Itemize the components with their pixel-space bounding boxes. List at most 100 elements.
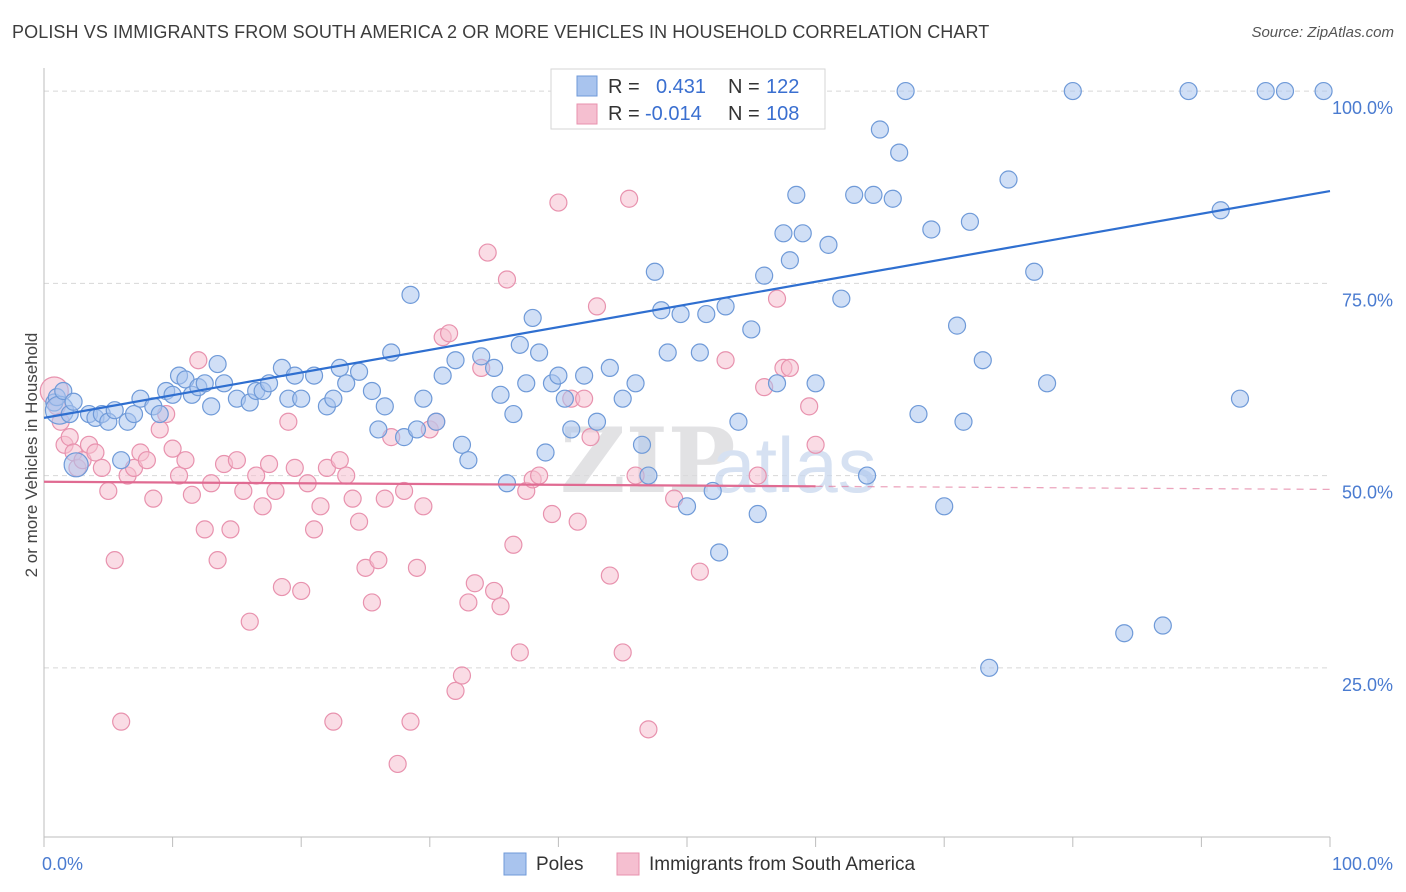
immigrants-point [240, 612, 259, 631]
immigrants-point [234, 481, 253, 501]
poles-point [401, 285, 420, 304]
poles-point [748, 504, 767, 524]
poles-point [349, 362, 369, 381]
poles-point [1115, 624, 1134, 643]
immigrants-point [748, 466, 767, 485]
immigrants-point [99, 481, 118, 501]
source-label: Source: ZipAtlas.com [1251, 24, 1394, 41]
immigrants-point [690, 562, 709, 581]
immigrants-point [575, 389, 594, 408]
poles-point [446, 351, 465, 370]
legend-immigrants-n-label: N = [728, 103, 760, 125]
poles-point [819, 235, 838, 254]
poles-point [1230, 389, 1250, 408]
legend-poles-n-value: 122 [766, 76, 799, 98]
immigrants-point [587, 297, 607, 316]
poles-point [202, 397, 221, 416]
poles-point [870, 120, 890, 139]
poles-point [587, 412, 607, 431]
immigrants-point [613, 643, 632, 662]
immigrants-point [362, 593, 382, 612]
y-axis-title: 2 or more Vehicles in Household [22, 333, 41, 578]
immigrants-point [60, 428, 79, 447]
immigrants-point [491, 597, 510, 616]
poles-point [774, 224, 793, 243]
immigrants-point [542, 504, 562, 524]
y-axis-label: 2 or more Vehicles in Household [22, 333, 41, 578]
watermark: ZIP atlas [560, 408, 877, 514]
poles-point [645, 262, 664, 281]
y-tick-label-3: 100.0% [1332, 98, 1393, 118]
immigrants-point [459, 593, 478, 612]
poles-point [613, 389, 632, 408]
poles-point [1037, 374, 1057, 393]
immigrants-point [266, 481, 285, 501]
poles-point [64, 392, 83, 411]
trend-lines [43, 189, 1331, 491]
y-tick-label-0: 25.0% [1342, 675, 1393, 695]
poles-point [1179, 81, 1198, 101]
poles-point [806, 374, 825, 393]
immigrants-point [497, 270, 517, 289]
axes [43, 68, 1331, 847]
x-tick-labels: 0.0% 100.0% [42, 854, 1393, 874]
poles-point [935, 497, 954, 516]
immigrants-point [195, 520, 214, 539]
poles-point [742, 320, 761, 339]
poles-point [523, 308, 542, 328]
bottom-legend-poles-label: Poles [536, 854, 584, 875]
poles-point [1256, 81, 1275, 101]
poles-point [292, 389, 311, 408]
poles-point [124, 404, 144, 424]
legend-immigrants-n-value: 108 [766, 103, 799, 125]
immigrants-point [253, 497, 272, 516]
poles-point [369, 420, 388, 439]
immigrants-point [330, 451, 349, 470]
immigrants-point [504, 535, 523, 554]
immigrants-point [767, 289, 787, 308]
poles-point [63, 452, 89, 478]
poles-point [960, 212, 980, 231]
poles-point [980, 658, 999, 677]
poles-point [857, 466, 877, 485]
poles-point [472, 347, 491, 366]
poles-point [208, 354, 227, 374]
immigrants-point [549, 193, 568, 212]
poles-point [658, 343, 677, 362]
poles-point [530, 343, 549, 362]
immigrants-point [292, 581, 311, 601]
poles-point [414, 389, 433, 408]
poles-point [497, 474, 517, 493]
poles-point [330, 358, 349, 378]
poles-point [375, 397, 394, 416]
poles-point [433, 366, 452, 385]
bottom-legend: Poles Immigrants from South America [503, 852, 916, 876]
poles-point [947, 316, 967, 335]
immigrants-point [620, 189, 639, 208]
poles-trend-line [43, 189, 1331, 419]
legend-swatch-immigrants [576, 103, 598, 125]
x-tick-label-max: 100.0% [1332, 854, 1393, 874]
poles-point [677, 497, 697, 516]
poles-point [337, 374, 356, 393]
immigrants-point [478, 243, 497, 262]
poles-point [697, 304, 716, 324]
poles-point [780, 251, 799, 270]
poles-point [324, 389, 343, 408]
poles-point [1063, 81, 1082, 101]
legend-box: R = 0.431 N = 122 R = -0.014 N = 108 [550, 68, 826, 130]
poles-point [690, 343, 709, 362]
bottom-legend-swatch-poles [503, 852, 527, 876]
immigrants-point [285, 458, 304, 477]
poles-point [517, 374, 536, 393]
poles-point [504, 404, 523, 424]
immigrants-point [189, 351, 208, 370]
poles-point [150, 404, 169, 424]
poles-point [845, 185, 864, 204]
immigrants-point [639, 720, 658, 739]
immigrants-point [349, 512, 369, 531]
immigrants-point [581, 428, 600, 447]
poles-point [671, 304, 690, 324]
gridlines [44, 90, 1330, 669]
